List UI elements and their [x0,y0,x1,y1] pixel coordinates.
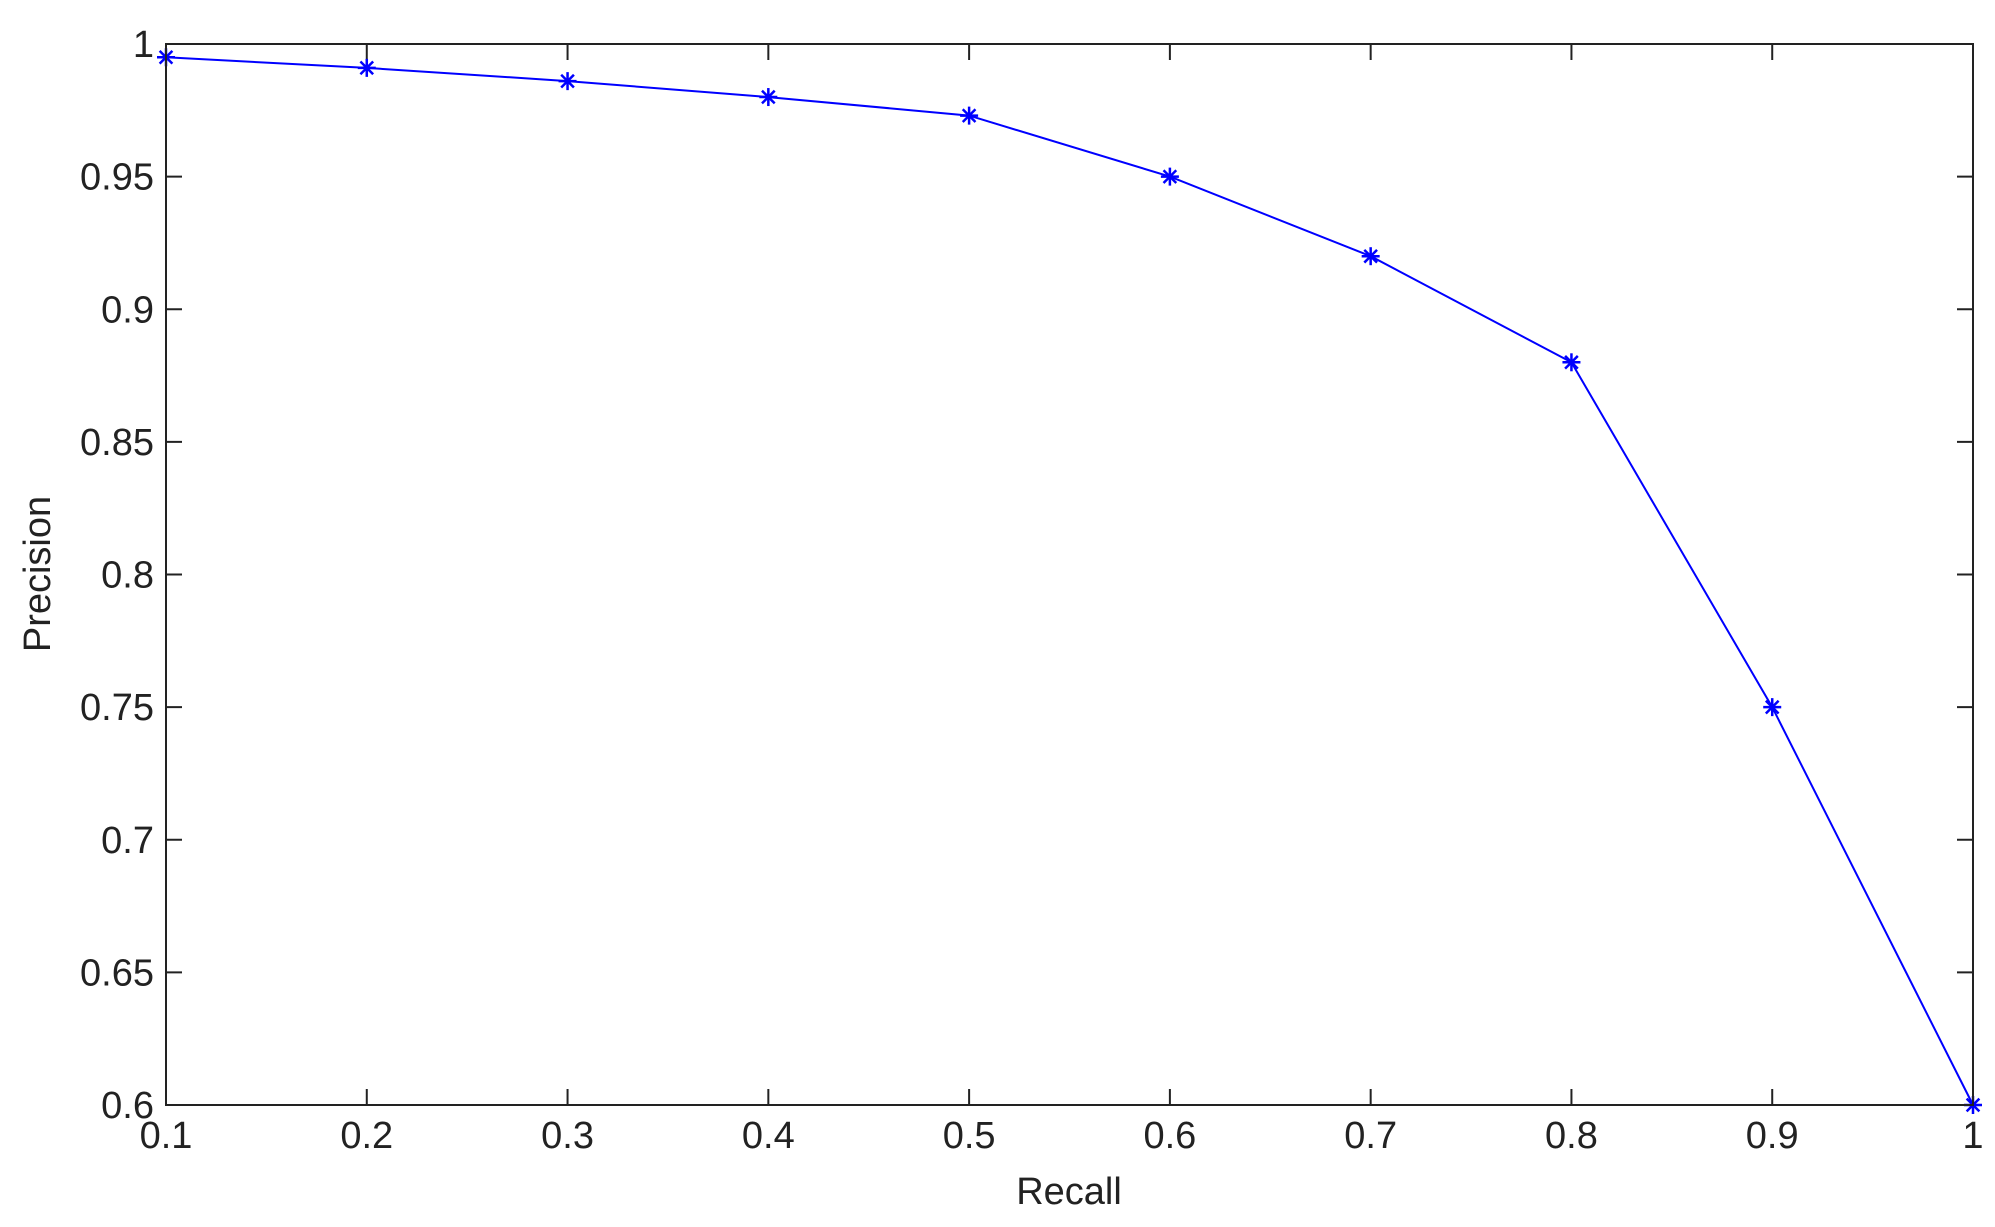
x-tick-label: 0.1 [140,1115,193,1157]
y-axis-label: Precision [17,496,59,652]
x-tick-label: 0.3 [541,1115,594,1157]
x-tick-label: 0.4 [742,1115,795,1157]
x-tick-label: 0.8 [1545,1115,1598,1157]
x-tick-label: 0.7 [1344,1115,1397,1157]
x-tick-label: 0.6 [1143,1115,1196,1157]
y-tick-label: 0.85 [80,422,154,464]
data-point-marker [558,72,577,91]
data-point-marker [357,58,376,77]
y-tick-label: 0.65 [80,952,154,994]
y-tick-label: 0.9 [101,289,154,331]
y-tick-label: 0.75 [80,687,154,729]
data-point-marker [1763,698,1782,717]
y-axis-tick-labels: 0.6 0.65 0.7 0.75 0.8 0.85 0.9 0.95 1 [80,24,154,1127]
plot-frame [165,43,1974,1106]
y-tick-label: 0.95 [80,157,154,199]
series-line [165,56,1974,1106]
x-axis-tick-labels: 0.1 0.2 0.3 0.4 0.5 0.6 0.7 0.8 0.9 1 [140,1115,1984,1157]
data-point-marker [960,106,979,125]
x-axis-ticks [165,44,1974,1105]
x-tick-label: 0.9 [1746,1115,1799,1157]
y-tick-label: 0.8 [101,555,154,597]
y-tick-label: 0.6 [101,1085,154,1127]
data-point-marker [1361,247,1380,266]
series-markers [157,48,1982,1114]
data-point-marker [1562,353,1581,372]
x-tick-label: 1 [1962,1115,1983,1157]
y-tick-label: 0.7 [101,820,154,862]
y-tick-label: 1 [133,24,154,66]
plot-area [166,44,1973,1105]
data-point-marker [1160,167,1179,186]
x-axis-label: Recall [1016,1171,1122,1213]
x-tick-label: 0.2 [340,1115,393,1157]
x-tick-label: 0.5 [943,1115,996,1157]
data-point-marker [759,88,778,107]
